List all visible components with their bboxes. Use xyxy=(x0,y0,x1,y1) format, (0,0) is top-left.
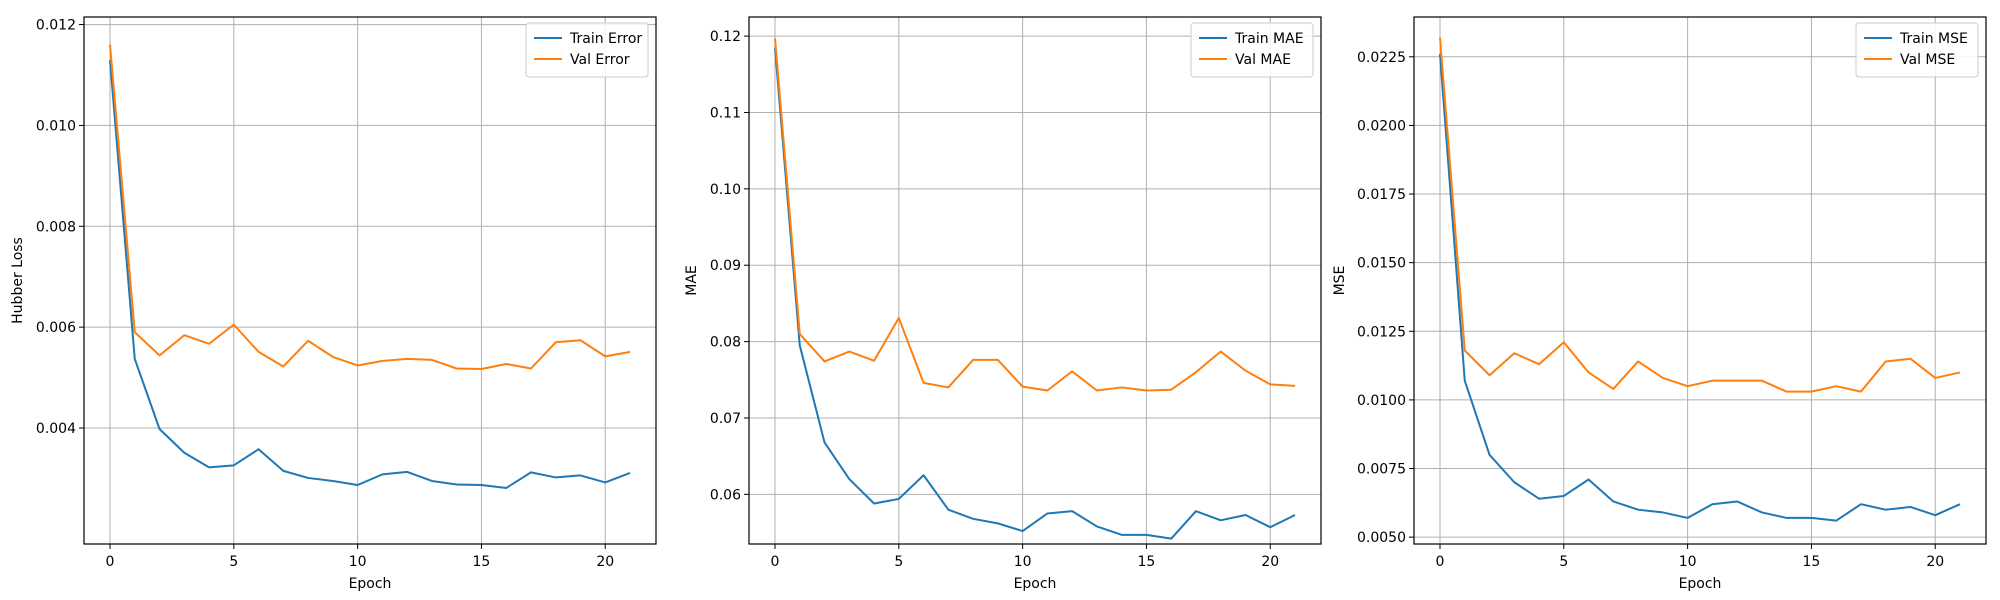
y-tick-label: 0.10 xyxy=(710,182,741,198)
y-tick-label: 0.11 xyxy=(710,105,741,121)
legend-box xyxy=(525,22,649,78)
chart-panel-hubber-loss: 0 5 10 15 20 0.004 0.006 0.008 0.010 0.012 Epoch Hu… xyxy=(10,16,657,592)
chart-panel-mae: 0 5 10 15 20 0.06 0.07 0.08 0.09 0.10 0.11 0.12 Epoc… xyxy=(684,16,1322,592)
x-tick-label: 10 xyxy=(349,554,367,570)
plot-frame xyxy=(83,16,657,545)
series-line-train-mae xyxy=(774,47,1296,540)
chart-panel-mse: 0 5 10 15 20 0.0050 0.0075 0.0100 0.0125 0.0150 0.… xyxy=(1332,16,1987,592)
x-tick-label: 20 xyxy=(1261,554,1279,570)
y-axis-label: Hubber Loss xyxy=(10,237,26,324)
legend-box xyxy=(1190,22,1314,78)
y-tick-label: 0.006 xyxy=(36,320,76,336)
y-tick-label: 0.0200 xyxy=(1357,118,1406,134)
plot-frame xyxy=(748,16,1322,545)
y-tick-label: 0.08 xyxy=(710,335,741,351)
legend-label-val-error: Val Error xyxy=(570,52,630,68)
legend: Train MSE Val MSE xyxy=(1855,22,1979,78)
y-tick-label: 0.0050 xyxy=(1357,530,1406,546)
x-tick-label: 15 xyxy=(473,554,491,570)
series-line-val-mae xyxy=(774,38,1296,392)
y-tick-label: 0.12 xyxy=(710,29,741,45)
x-tick-label: 5 xyxy=(229,554,238,570)
y-tick-label: 0.010 xyxy=(36,118,76,134)
y-tick-label: 0.0125 xyxy=(1357,324,1406,340)
series-line-train-error xyxy=(109,59,631,490)
x-tick-label: 15 xyxy=(1138,554,1156,570)
y-tick-label: 0.008 xyxy=(36,219,76,235)
x-tick-label: 0 xyxy=(106,554,115,570)
y-tick-label: 0.0150 xyxy=(1357,256,1406,272)
x-tick-label: 5 xyxy=(894,554,903,570)
legend-label-train-mse: Train MSE xyxy=(1899,31,1968,47)
x-axis-label: Epoch xyxy=(1014,576,1057,592)
x-tick-label: 10 xyxy=(1679,554,1697,570)
legend-label-train-mae: Train MAE xyxy=(1234,31,1304,47)
x-axis-label: Epoch xyxy=(349,576,392,592)
legend-box xyxy=(1855,22,1979,78)
legend-label-val-mse: Val MSE xyxy=(1900,52,1955,68)
series-line-train-mse xyxy=(1439,53,1961,522)
series-line-val-mse xyxy=(1439,37,1961,393)
y-tick-label: 0.004 xyxy=(36,421,76,437)
y-tick-label: 0.0100 xyxy=(1357,393,1406,409)
legend: Train MAE Val MAE xyxy=(1190,22,1314,78)
y-tick-label: 0.0175 xyxy=(1357,187,1406,203)
x-tick-label: 0 xyxy=(1436,554,1445,570)
plot-frame xyxy=(1413,16,1987,545)
x-tick-label: 5 xyxy=(1559,554,1568,570)
y-tick-label: 0.012 xyxy=(36,18,76,34)
y-axis-label: MSE xyxy=(1332,266,1348,296)
x-tick-label: 20 xyxy=(596,554,614,570)
x-tick-label: 20 xyxy=(1926,554,1944,570)
series-line-val-error xyxy=(109,44,631,371)
y-tick-label: 0.07 xyxy=(710,411,741,427)
y-tick-label: 0.0225 xyxy=(1357,50,1406,66)
legend-label-train-error: Train Error xyxy=(569,31,642,47)
y-axis-label: MAE xyxy=(684,265,700,296)
y-tick-label: 0.0075 xyxy=(1357,462,1406,478)
x-axis-label: Epoch xyxy=(1679,576,1722,592)
legend-label-val-mae: Val MAE xyxy=(1235,52,1291,68)
x-tick-label: 0 xyxy=(771,554,780,570)
x-tick-label: 15 xyxy=(1803,554,1821,570)
legend: Train Error Val Error xyxy=(525,22,649,78)
y-tick-label: 0.09 xyxy=(710,258,741,274)
y-tick-label: 0.06 xyxy=(710,487,741,503)
x-tick-label: 10 xyxy=(1014,554,1032,570)
